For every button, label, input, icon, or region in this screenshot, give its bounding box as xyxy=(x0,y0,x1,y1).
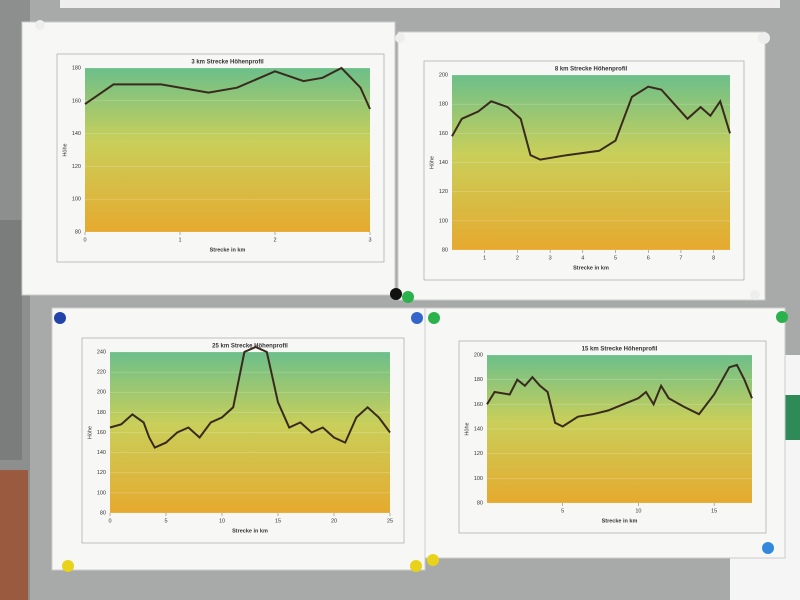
y-tick-label: 200 xyxy=(97,390,106,396)
y-tick-label: 80 xyxy=(100,510,106,516)
y-tick-label: 180 xyxy=(72,65,81,71)
y-tick-label: 180 xyxy=(97,410,106,416)
x-tick-label: 1 xyxy=(483,255,486,261)
y-tick-label: 80 xyxy=(477,500,483,506)
x-axis-label: Strecke in km xyxy=(602,518,638,524)
y-axis-label: Höhe xyxy=(464,422,470,435)
y-tick-label: 160 xyxy=(72,98,81,104)
y-tick-label: 140 xyxy=(439,160,448,166)
x-tick-label: 3 xyxy=(368,237,371,243)
x-tick-label: 10 xyxy=(219,518,225,524)
x-tick-label: 10 xyxy=(635,508,641,514)
y-tick-label: 100 xyxy=(439,218,448,224)
pin xyxy=(402,291,414,303)
y-tick-label: 220 xyxy=(97,370,106,376)
x-tick-label: 5 xyxy=(164,518,167,524)
y-tick-label: 140 xyxy=(474,426,483,432)
y-tick-label: 140 xyxy=(72,131,81,137)
y-tick-label: 240 xyxy=(97,349,106,355)
y-tick-label: 180 xyxy=(439,102,448,108)
plot-area xyxy=(110,352,390,513)
chart-frame xyxy=(56,53,385,263)
y-tick-label: 180 xyxy=(474,377,483,383)
pin xyxy=(395,33,405,43)
x-tick-label: 7 xyxy=(679,255,682,261)
y-tick-label: 100 xyxy=(97,490,106,496)
pin xyxy=(750,290,760,300)
chart-title: 15 km Strecke Höhenprofil xyxy=(582,347,658,353)
x-tick-label: 3 xyxy=(549,255,552,261)
x-tick-label: 5 xyxy=(561,508,564,514)
pin xyxy=(390,288,402,300)
x-tick-label: 25 xyxy=(387,518,393,524)
y-tick-label: 120 xyxy=(474,451,483,457)
y-tick-label: 100 xyxy=(474,476,483,482)
top-sheet xyxy=(60,0,780,8)
y-tick-label: 120 xyxy=(439,189,448,195)
y-axis-label: Höhe xyxy=(429,156,435,169)
x-tick-label: 20 xyxy=(331,518,337,524)
x-tick-label: 15 xyxy=(711,508,717,514)
y-tick-label: 200 xyxy=(439,72,448,78)
pin xyxy=(428,312,440,324)
x-tick-label: 2 xyxy=(516,255,519,261)
pin xyxy=(758,32,770,44)
y-tick-label: 120 xyxy=(97,470,106,476)
plot-area xyxy=(85,68,370,232)
x-tick-label: 0 xyxy=(83,237,86,243)
y-tick-label: 120 xyxy=(72,164,81,170)
y-tick-label: 160 xyxy=(474,402,483,408)
side-poster-logo xyxy=(784,395,800,440)
x-axis-label: Strecke in km xyxy=(232,528,268,534)
elevation-line xyxy=(84,66,371,110)
x-tick-label: 5 xyxy=(614,255,617,261)
x-axis-label: Strecke in km xyxy=(573,265,609,271)
y-tick-label: 100 xyxy=(72,197,81,203)
frame-post xyxy=(0,220,22,460)
y-axis-label: Höhe xyxy=(62,143,68,156)
elevation-line xyxy=(486,363,753,428)
x-tick-label: 0 xyxy=(108,518,111,524)
x-tick-label: 2 xyxy=(273,237,276,243)
y-tick-label: 200 xyxy=(474,352,483,358)
pin xyxy=(35,20,45,30)
brick-wall xyxy=(0,470,28,600)
sheet: 80 100 120 140 160 180 0 1 2 3 3 km Strecke Höhenp… xyxy=(21,21,396,296)
elevation-line xyxy=(109,345,391,449)
x-tick-label: 15 xyxy=(275,518,281,524)
chart-frame xyxy=(423,60,745,281)
pin xyxy=(762,542,774,554)
pin xyxy=(410,560,422,572)
chart-title: 25 km Strecke Höhenprofil xyxy=(212,344,288,350)
y-axis-label: Höhe xyxy=(87,426,93,439)
chart-title: 3 km Strecke Höhenprofil xyxy=(191,60,264,66)
y-tick-label: 80 xyxy=(75,229,81,235)
pin xyxy=(411,312,423,324)
x-tick-label: 4 xyxy=(581,255,584,261)
x-tick-label: 8 xyxy=(712,255,715,261)
chart-frame xyxy=(458,340,767,534)
x-axis-label: Strecke in km xyxy=(210,247,246,253)
pin xyxy=(427,554,439,566)
y-tick-label: 160 xyxy=(439,131,448,137)
sheet: 80 100 120 140 160 180 200 5 10 15 15 km Strecke H… xyxy=(424,307,786,559)
x-tick-label: 1 xyxy=(178,237,181,243)
chart-frame xyxy=(81,337,405,544)
sheet: 80 100 120 140 160 180 200 220 240 0 5 10 15 20 25 25 k… xyxy=(51,307,426,571)
y-tick-label: 80 xyxy=(442,247,448,253)
elevation-line xyxy=(451,85,731,161)
sheet: 80 100 120 140 160 180 200 1 2 3 4 5 6 7 8 8 km Strecke… xyxy=(397,31,766,301)
pin xyxy=(62,560,74,572)
chart-title: 8 km Strecke Höhenprofil xyxy=(555,67,628,73)
y-tick-label: 140 xyxy=(97,450,106,456)
y-tick-label: 160 xyxy=(97,430,106,436)
pin xyxy=(54,312,66,324)
pin xyxy=(776,311,788,323)
x-tick-label: 6 xyxy=(647,255,650,261)
